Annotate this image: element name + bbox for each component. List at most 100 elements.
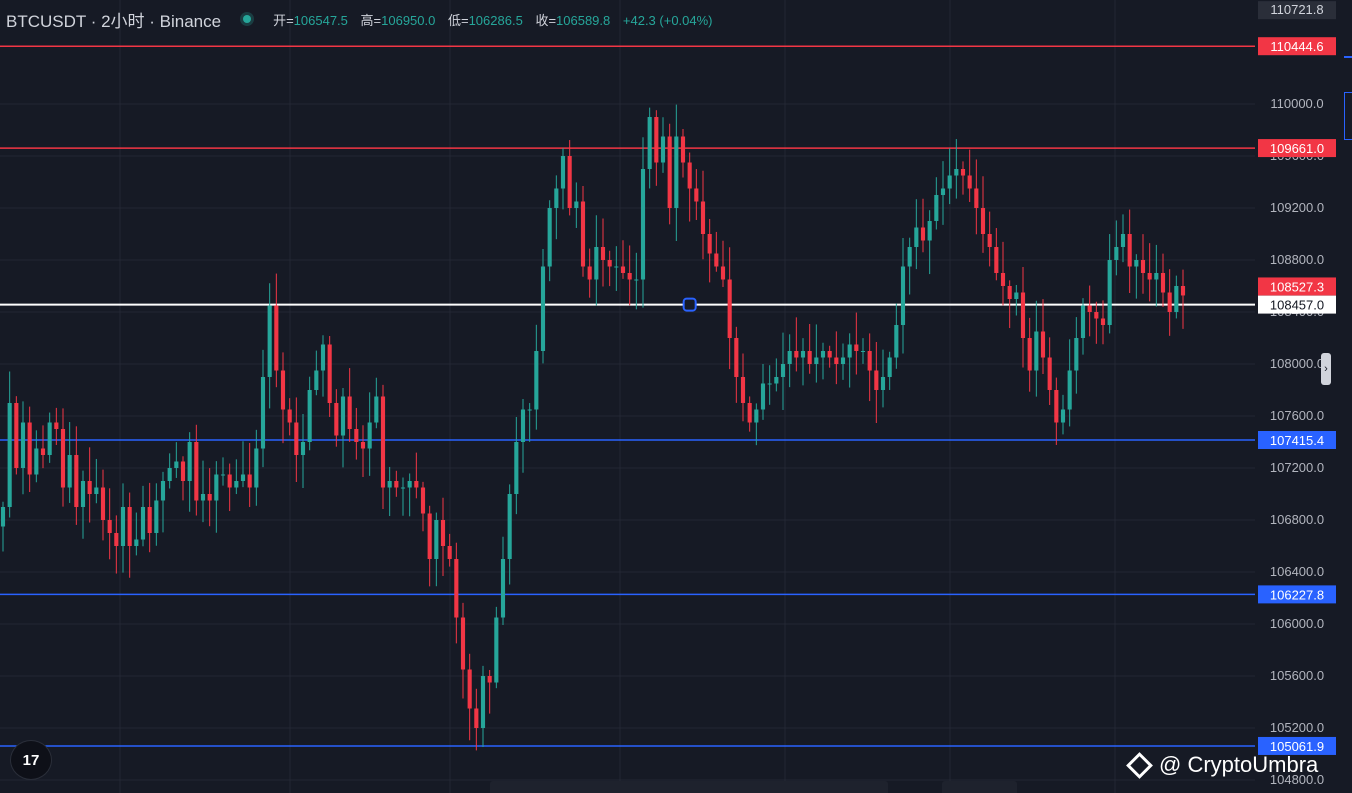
candle-body — [27, 422, 32, 475]
candle-body — [487, 676, 492, 683]
bottom-toolbar-tab-small[interactable] — [942, 781, 1017, 793]
candle-body — [1140, 260, 1146, 273]
candle-body — [760, 383, 766, 410]
low-label: 低= — [447, 12, 469, 28]
bottom-toolbar-tab[interactable] — [490, 781, 888, 793]
close-label: 收= — [535, 12, 557, 28]
candle-body — [287, 409, 292, 423]
candle-body — [800, 351, 806, 358]
symbol-title[interactable]: BTCUSDT · 2小时 · Binance — [6, 11, 222, 31]
candle-body — [500, 559, 506, 618]
candle-body — [107, 520, 112, 533]
candle-body — [167, 468, 172, 481]
chevron-right-icon: › — [1324, 363, 1328, 375]
candle-body — [294, 422, 299, 455]
candle-body — [514, 442, 519, 494]
candle-body — [407, 481, 412, 488]
candle-body — [1174, 286, 1179, 312]
candle-body — [1134, 260, 1139, 267]
support-label: 107415.4 — [1270, 433, 1324, 448]
candle-body — [67, 455, 72, 488]
axis-background — [1255, 0, 1352, 793]
candle-body — [580, 201, 586, 267]
candle-body — [7, 403, 12, 507]
y-tick-label: 107600.0 — [1270, 408, 1324, 423]
candle-body — [987, 234, 992, 247]
candle-body — [927, 221, 932, 241]
candle-body — [374, 396, 379, 423]
candle-body — [214, 474, 219, 501]
candle-body — [120, 507, 126, 546]
candle-body — [354, 429, 359, 442]
candle-body — [400, 487, 406, 489]
watermark: @ CryptoUmbra — [1126, 751, 1318, 779]
candle-body — [427, 513, 432, 559]
candle-body — [434, 520, 439, 559]
candle-body — [994, 247, 999, 273]
edge-tick — [1344, 56, 1352, 58]
candle-body — [127, 507, 132, 546]
anchor-handle — [682, 297, 697, 312]
price-scale-handle[interactable]: › — [1321, 353, 1331, 385]
candle-body — [1027, 338, 1032, 371]
candle-body — [194, 442, 199, 501]
candle-body — [607, 260, 612, 267]
candle-body — [827, 351, 832, 358]
candle-body — [960, 169, 966, 176]
candle-body — [1154, 273, 1159, 280]
candle-body — [154, 500, 159, 533]
candle-body — [747, 403, 752, 423]
candle-body — [460, 617, 466, 670]
candle-body — [340, 396, 346, 436]
ohlc-legend: 开=106547.5 高=106950.0 低=106286.5 收=10658… — [273, 10, 721, 29]
change-value: +42.3 (+0.04%) — [622, 12, 713, 28]
tradingview-logo-icon[interactable]: 17 — [10, 740, 52, 780]
candle-body — [507, 494, 512, 559]
low-value: 106286.5 — [468, 12, 523, 28]
candle-body — [794, 351, 799, 358]
candle-body — [174, 461, 179, 468]
high-value: 106950.0 — [381, 12, 436, 28]
candle-body — [274, 305, 279, 371]
candle-body — [534, 351, 539, 410]
candle-body — [854, 344, 859, 351]
candle-body — [967, 175, 972, 189]
candle-body — [1067, 370, 1072, 410]
y-tick-label: 104800.0 — [1270, 772, 1324, 787]
candle-body — [134, 539, 139, 546]
candle-body — [414, 481, 419, 488]
candle-body — [1054, 390, 1059, 423]
candle-body — [80, 481, 86, 507]
candle-body — [280, 370, 286, 410]
candle-body — [260, 377, 266, 449]
candle-body — [774, 377, 779, 384]
support-label-bg — [1258, 430, 1336, 449]
market-status-icon — [243, 15, 252, 23]
candle-body — [140, 507, 146, 540]
candle-body — [254, 448, 259, 488]
edge-panel[interactable] — [1344, 92, 1352, 140]
candle-body — [47, 422, 52, 455]
candle-body — [1094, 312, 1099, 319]
support-label: 106227.8 — [1270, 587, 1324, 602]
candle-body — [654, 117, 659, 163]
last-price-label: 108527.3 — [1270, 279, 1324, 294]
candle-body — [947, 175, 952, 189]
candle-body — [187, 442, 192, 481]
candle-body — [907, 247, 912, 267]
candle-body — [1160, 273, 1166, 293]
support-label: 105061.9 — [1270, 739, 1324, 754]
horizontal-lines — [0, 45, 1255, 747]
price-axis: 110721.8110000.0109600.0109200.0108800.0… — [1255, 0, 1352, 793]
candle-body — [740, 377, 746, 403]
candle-body — [394, 481, 399, 488]
candle-body — [227, 474, 232, 488]
candle-body — [1074, 338, 1079, 371]
candle-body — [1120, 234, 1126, 247]
candle-body — [667, 136, 672, 208]
candle-body — [1040, 331, 1046, 358]
candle-body — [647, 117, 652, 169]
candle-body — [867, 351, 872, 371]
y-tick-label: 110721.8 — [1270, 2, 1323, 17]
